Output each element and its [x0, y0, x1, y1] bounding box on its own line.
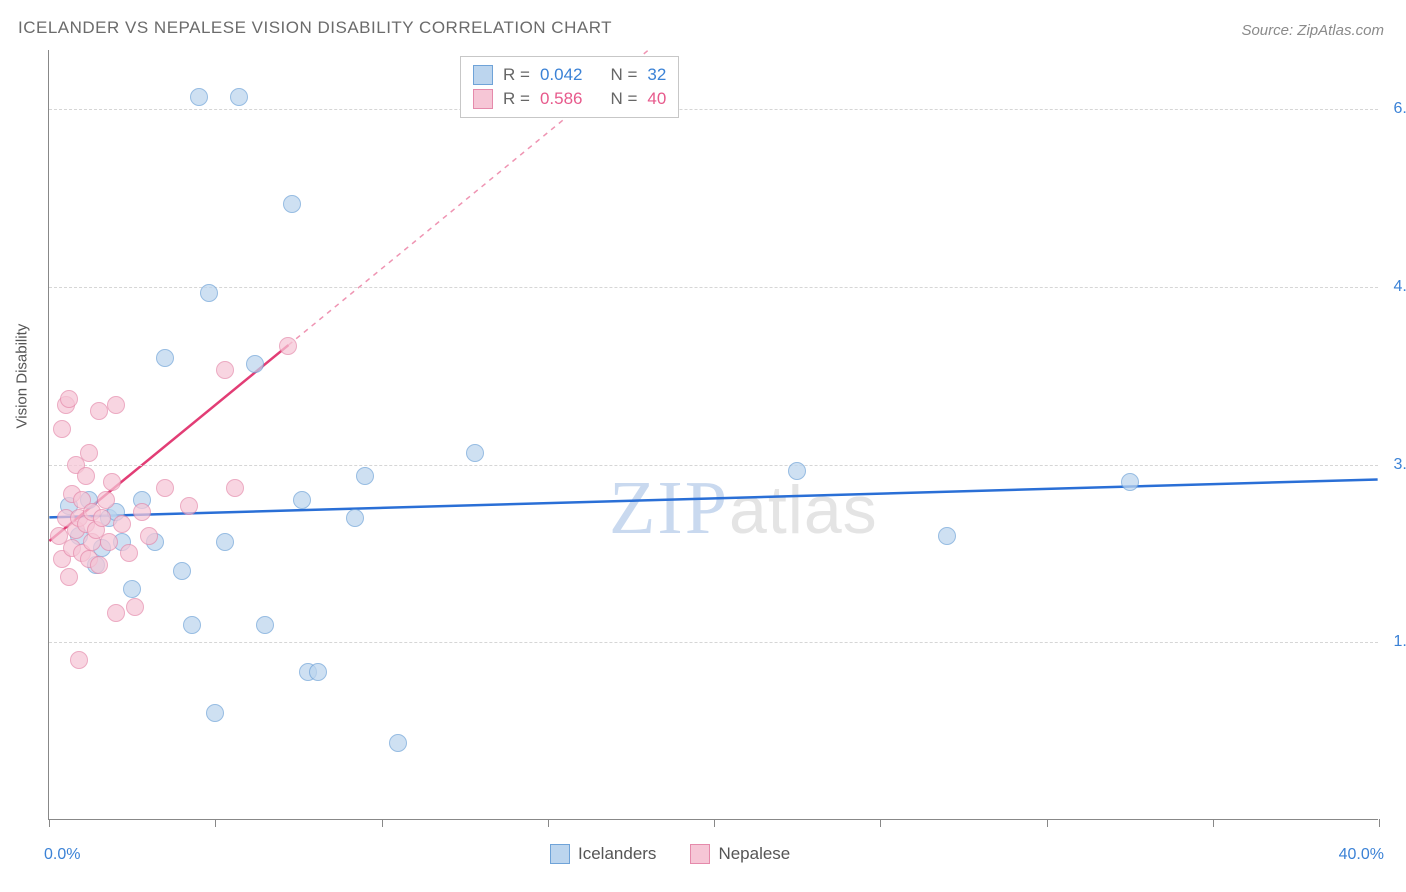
data-point [283, 195, 301, 213]
data-point [77, 467, 95, 485]
y-axis-label: Vision Disability [14, 324, 31, 429]
data-point [230, 88, 248, 106]
data-point [107, 604, 125, 622]
data-point [103, 473, 121, 491]
swatch-nepalese [690, 844, 710, 864]
data-point [190, 88, 208, 106]
gridline-h [49, 109, 1378, 110]
data-point [133, 503, 151, 521]
x-tick [880, 819, 881, 827]
legend-series: Icelanders Nepalese [550, 844, 790, 864]
data-point [466, 444, 484, 462]
x-tick [548, 819, 549, 827]
x-tick [382, 819, 383, 827]
data-point [100, 533, 118, 551]
n-value-nepalese: 40 [647, 89, 666, 109]
data-point [216, 533, 234, 551]
data-point [53, 420, 71, 438]
watermark-atlas: atlas [729, 472, 878, 548]
n-label: N = [610, 89, 637, 109]
legend-label-nepalese: Nepalese [718, 844, 790, 864]
swatch-icelanders [473, 65, 493, 85]
data-point [120, 544, 138, 562]
watermark: ZIPatlas [609, 465, 878, 552]
data-point [90, 402, 108, 420]
gridline-h [49, 465, 1378, 466]
data-point [113, 515, 131, 533]
data-point [70, 651, 88, 669]
data-point [60, 568, 78, 586]
data-point [107, 396, 125, 414]
gridline-h [49, 642, 1378, 643]
data-point [788, 462, 806, 480]
data-point [200, 284, 218, 302]
x-tick [1047, 819, 1048, 827]
x-tick [1213, 819, 1214, 827]
n-label: N = [610, 65, 637, 85]
x-tick [1379, 819, 1380, 827]
x-tick [714, 819, 715, 827]
data-point [309, 663, 327, 681]
watermark-zip: ZIP [609, 466, 729, 550]
data-point [389, 734, 407, 752]
data-point [293, 491, 311, 509]
data-point [246, 355, 264, 373]
data-point [140, 527, 158, 545]
swatch-nepalese [473, 89, 493, 109]
x-axis-min: 0.0% [44, 846, 80, 864]
x-tick [215, 819, 216, 827]
data-point [60, 390, 78, 408]
data-point [180, 497, 198, 515]
source-label: Source: ZipAtlas.com [1241, 22, 1384, 39]
x-axis-max: 40.0% [1339, 846, 1384, 864]
data-point [216, 361, 234, 379]
data-point [256, 616, 274, 634]
legend-item-nepalese: Nepalese [690, 844, 790, 864]
gridline-h [49, 287, 1378, 288]
legend-item-icelanders: Icelanders [550, 844, 656, 864]
data-point [126, 598, 144, 616]
legend-stats-row-nepalese: R = 0.586 N = 40 [473, 87, 666, 111]
chart-container: ICELANDER VS NEPALESE VISION DISABILITY … [0, 0, 1406, 892]
trend-lines [49, 50, 1378, 819]
data-point [346, 509, 364, 527]
data-point [93, 509, 111, 527]
data-point [279, 337, 297, 355]
n-value-icelanders: 32 [647, 65, 666, 85]
swatch-icelanders [550, 844, 570, 864]
data-point [173, 562, 191, 580]
data-point [123, 580, 141, 598]
data-point [356, 467, 374, 485]
data-point [156, 479, 174, 497]
r-value-icelanders: 0.042 [540, 65, 583, 85]
r-label: R = [503, 89, 530, 109]
y-tick-label: 4.5% [1394, 278, 1406, 296]
data-point [183, 616, 201, 634]
data-point [226, 479, 244, 497]
y-tick-label: 6.0% [1394, 100, 1406, 118]
legend-label-icelanders: Icelanders [578, 844, 656, 864]
r-label: R = [503, 65, 530, 85]
y-tick-label: 3.0% [1394, 456, 1406, 474]
data-point [80, 444, 98, 462]
legend-stats-row-icelanders: R = 0.042 N = 32 [473, 63, 666, 87]
data-point [206, 704, 224, 722]
data-point [156, 349, 174, 367]
data-point [97, 491, 115, 509]
plot-area: ZIPatlas 1.5%3.0%4.5%6.0% [48, 50, 1378, 820]
data-point [90, 556, 108, 574]
legend-stats: R = 0.042 N = 32 R = 0.586 N = 40 [460, 56, 679, 118]
y-tick-label: 1.5% [1394, 633, 1406, 651]
x-tick [49, 819, 50, 827]
chart-title: ICELANDER VS NEPALESE VISION DISABILITY … [18, 18, 612, 38]
data-point [938, 527, 956, 545]
data-point [1121, 473, 1139, 491]
r-value-nepalese: 0.586 [540, 89, 583, 109]
